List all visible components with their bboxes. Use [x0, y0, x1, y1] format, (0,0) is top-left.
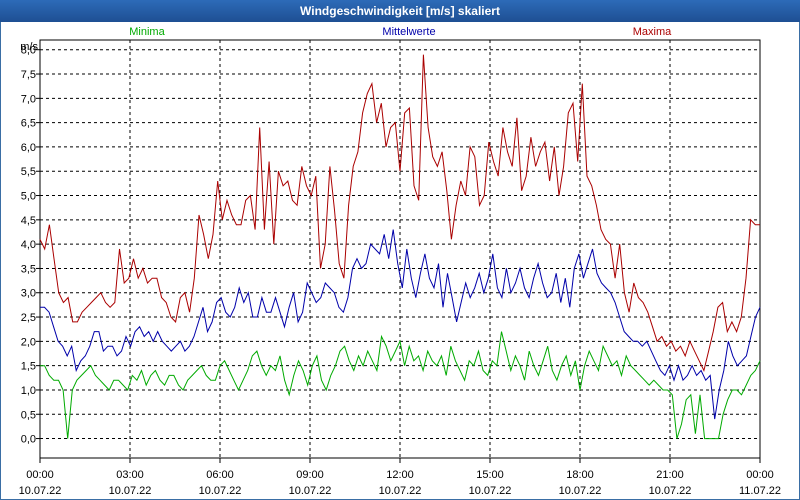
y-tick-label: 3,0	[21, 288, 36, 300]
y-tick-label: 2,5	[21, 312, 36, 324]
x-tick-label-time: 12:00	[386, 469, 414, 481]
y-tick-label: 0,5	[21, 409, 36, 421]
y-tick-label: 5,5	[21, 166, 36, 178]
y-tick-label: 5,0	[21, 191, 36, 203]
y-tick-label: 8,0	[21, 45, 36, 57]
x-tick-label-date: 10.07.22	[649, 485, 692, 497]
legend: Minima Mittelwerte Maxima	[129, 26, 672, 38]
y-tick-label: 1,5	[21, 361, 36, 373]
y-tick-label: 2,0	[21, 336, 36, 348]
chart-title: Windgeschwindigkeit [m/s] skaliert	[0, 0, 800, 22]
y-tick-label: 6,0	[21, 142, 36, 154]
x-tick-label-date: 10.07.22	[289, 485, 332, 497]
x-tick-label-date: 10.07.22	[19, 485, 62, 497]
y-tick-label: 0,0	[21, 434, 36, 446]
series-line-minima	[40, 331, 761, 440]
axes: 0,0 0,5 1,0 1,5 2,0 2,5 3,0 3,5 4,0 4,5 5,0 5,5 6,0 6…	[19, 41, 781, 497]
x-tick-label-time: 15:00	[476, 469, 504, 481]
x-tick-label-time: 21:00	[656, 469, 684, 481]
y-tick-label: 7,0	[21, 93, 36, 105]
x-tick-label-date: 10.07.22	[199, 485, 242, 497]
x-tick-label-time: 00:00	[26, 469, 54, 481]
y-axis-label: m/s	[20, 41, 38, 53]
x-tick-label-time: 09:00	[296, 469, 324, 481]
x-tick-label-time: 18:00	[566, 469, 594, 481]
x-tick-label-date: 11.07.22	[739, 485, 781, 497]
x-tick-label-time: 00:00	[746, 469, 774, 481]
x-tick-label-time: 06:00	[206, 469, 234, 481]
series-line-maxima	[39, 54, 760, 372]
legend-mittelwerte: Mittelwerte	[382, 26, 435, 38]
y-tick-label: 3,5	[21, 263, 36, 275]
x-tick-label-date: 10.07.22	[109, 485, 152, 497]
grid	[39, 39, 761, 459]
y-tick-label: 4,5	[21, 215, 36, 227]
series-line-mittelwerte	[40, 229, 761, 420]
legend-maxima: Maxima	[633, 26, 672, 38]
x-tick-label-date: 10.07.22	[559, 485, 602, 497]
legend-minima: Minima	[129, 26, 165, 38]
x-tick-label-date: 10.07.22	[469, 485, 512, 497]
y-tick-label: 6,5	[21, 118, 36, 130]
x-tick-label-time: 03:00	[116, 469, 144, 481]
y-tick-label: 7,5	[21, 69, 36, 81]
series-lines	[39, 54, 761, 440]
y-tick-label: 1,0	[21, 385, 36, 397]
x-tick-label-date: 10.07.22	[379, 485, 422, 497]
y-tick-label: 4,0	[21, 239, 36, 251]
